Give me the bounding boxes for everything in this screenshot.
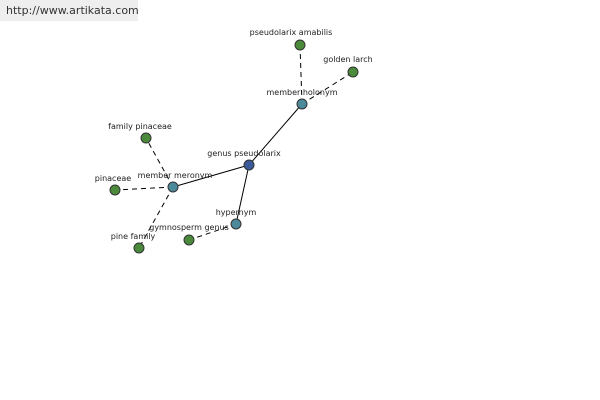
node[interactable] bbox=[230, 218, 242, 230]
node-label[interactable]: golden larch bbox=[323, 55, 373, 64]
edge bbox=[114, 186, 174, 191]
node-label[interactable]: pseudolarix amabilis bbox=[250, 28, 333, 37]
node-label[interactable]: pinaceae bbox=[95, 174, 131, 183]
node[interactable] bbox=[133, 242, 145, 254]
node[interactable] bbox=[296, 98, 308, 110]
edge bbox=[235, 164, 250, 225]
node-label[interactable]: hypernym bbox=[216, 208, 257, 217]
edge bbox=[248, 103, 303, 166]
node[interactable] bbox=[243, 159, 255, 171]
edge bbox=[301, 71, 354, 105]
node-label[interactable]: member meronym bbox=[138, 171, 213, 180]
node[interactable] bbox=[347, 66, 359, 78]
edges bbox=[114, 44, 354, 249]
edge bbox=[138, 186, 174, 249]
node[interactable] bbox=[109, 184, 121, 196]
edge bbox=[172, 164, 250, 188]
node-label[interactable]: genus pseudolarix bbox=[207, 149, 281, 158]
node[interactable] bbox=[140, 132, 152, 144]
node-label[interactable]: gymnosperm genus bbox=[149, 223, 229, 232]
edge bbox=[299, 44, 303, 105]
site-url[interactable]: http://www.artikata.com bbox=[0, 0, 139, 21]
node-label[interactable]: family pinaceae bbox=[108, 122, 172, 131]
node-label[interactable]: pine family bbox=[111, 232, 156, 241]
node[interactable] bbox=[294, 39, 306, 51]
node-label[interactable]: member holonym bbox=[266, 88, 337, 97]
node[interactable] bbox=[167, 181, 179, 193]
node[interactable] bbox=[183, 234, 195, 246]
edge bbox=[145, 137, 174, 188]
